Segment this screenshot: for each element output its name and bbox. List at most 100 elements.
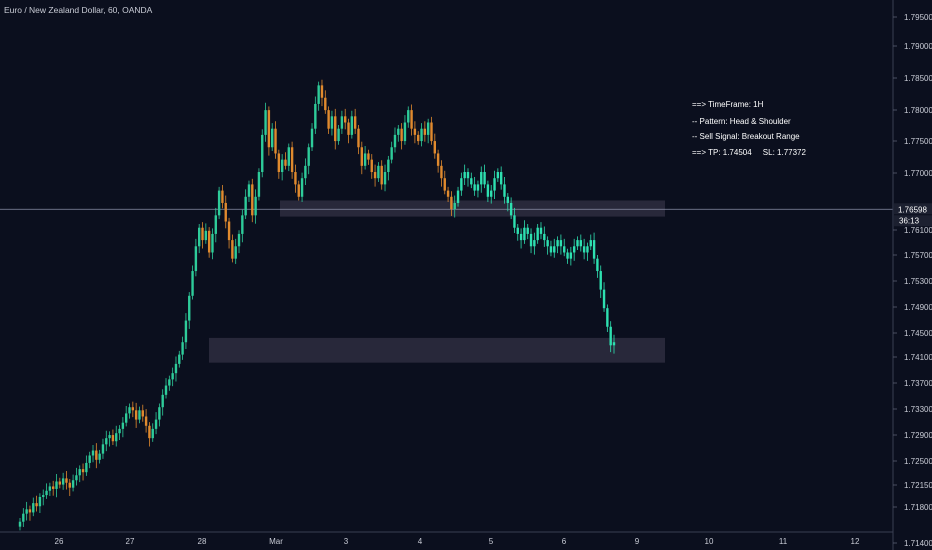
candle bbox=[264, 102, 267, 142]
price-tick-label: 1.78000 bbox=[904, 106, 932, 115]
candle bbox=[420, 123, 423, 147]
candle bbox=[144, 409, 148, 433]
current-price-label: 1.76598 bbox=[898, 205, 927, 214]
candle bbox=[154, 412, 158, 435]
candle bbox=[211, 228, 214, 260]
candle bbox=[559, 234, 563, 255]
candle bbox=[410, 104, 413, 136]
current-price-badge: 1.76598 36:13 bbox=[894, 203, 932, 227]
candle bbox=[533, 232, 536, 255]
candle bbox=[330, 110, 334, 136]
candle bbox=[486, 180, 490, 203]
price-tick-label: 1.77000 bbox=[904, 169, 932, 178]
candle bbox=[579, 234, 583, 252]
price-tick-label: 1.71400 bbox=[904, 539, 932, 548]
candle bbox=[18, 518, 22, 531]
candle bbox=[161, 389, 164, 416]
candle bbox=[556, 236, 559, 254]
candle bbox=[224, 195, 227, 229]
candle bbox=[539, 222, 543, 240]
candle bbox=[493, 170, 496, 199]
candle bbox=[48, 482, 52, 497]
candle bbox=[257, 168, 261, 201]
support-zone bbox=[209, 337, 665, 363]
candle bbox=[124, 405, 128, 427]
candle bbox=[327, 106, 330, 134]
candle bbox=[403, 115, 407, 145]
candle bbox=[184, 313, 188, 350]
candle bbox=[134, 402, 138, 428]
candle bbox=[360, 141, 363, 175]
annotation-line-pattern: -- Pattern: Head & Shoulder bbox=[692, 117, 791, 126]
price-tick-label: 1.75300 bbox=[904, 277, 932, 286]
time-tick-label: Mar bbox=[269, 537, 283, 546]
candle bbox=[105, 430, 108, 452]
candle bbox=[221, 185, 224, 209]
price-tick-label: 1.74100 bbox=[904, 353, 932, 362]
candle bbox=[582, 238, 586, 260]
price-axis[interactable]: 1.79500 1.79000 1.78500 1.78000 1.77500 1.770… bbox=[893, 13, 932, 548]
candle bbox=[324, 90, 327, 114]
candle bbox=[25, 501, 28, 521]
price-tick-label: 1.72500 bbox=[904, 457, 932, 466]
candle bbox=[609, 321, 612, 353]
candle bbox=[227, 217, 231, 249]
time-tick-label: 3 bbox=[344, 537, 349, 546]
candle bbox=[526, 224, 529, 240]
candle bbox=[310, 123, 314, 151]
candle bbox=[121, 417, 125, 438]
countdown-label: 36:13 bbox=[899, 216, 920, 225]
candle bbox=[300, 172, 304, 203]
candle bbox=[131, 401, 135, 418]
candle bbox=[55, 474, 58, 498]
candle bbox=[436, 149, 440, 173]
candle bbox=[596, 254, 599, 278]
candle bbox=[171, 367, 174, 387]
candle bbox=[503, 176, 506, 204]
candle bbox=[572, 238, 576, 261]
candle bbox=[340, 110, 344, 134]
price-tick-label: 1.79500 bbox=[904, 13, 932, 22]
candle bbox=[201, 222, 204, 249]
candle bbox=[344, 108, 347, 130]
candle bbox=[108, 431, 111, 447]
candle bbox=[28, 505, 32, 521]
candle bbox=[141, 404, 144, 422]
candle bbox=[81, 463, 85, 481]
candle bbox=[334, 108, 337, 150]
candle bbox=[148, 422, 151, 447]
candle bbox=[204, 223, 208, 244]
time-tick-label: 26 bbox=[55, 537, 64, 546]
candle bbox=[549, 240, 553, 257]
price-tick-label: 1.76100 bbox=[904, 226, 932, 235]
price-tick-label: 1.73700 bbox=[904, 379, 932, 388]
candle bbox=[463, 164, 466, 186]
candle bbox=[347, 118, 350, 144]
price-tick-label: 1.71800 bbox=[904, 503, 932, 512]
candle bbox=[65, 470, 68, 490]
time-axis[interactable]: 26 27 28 Mar 3 4 5 6 9 10 11 12 bbox=[55, 537, 860, 546]
candle bbox=[400, 123, 403, 150]
candle bbox=[350, 110, 354, 139]
candle bbox=[602, 282, 606, 312]
candle bbox=[214, 207, 217, 243]
candle bbox=[101, 438, 105, 459]
candle bbox=[35, 495, 38, 512]
candle bbox=[407, 106, 410, 128]
candle bbox=[304, 158, 307, 186]
price-tick-label: 1.73300 bbox=[904, 405, 932, 414]
candle bbox=[377, 162, 380, 182]
candle bbox=[519, 228, 523, 249]
candle bbox=[261, 129, 264, 178]
candle bbox=[181, 336, 184, 360]
annotation-line-timeframe: ==> TimeFrame: 1H bbox=[692, 100, 764, 109]
time-tick-label: 28 bbox=[198, 537, 207, 546]
candle bbox=[413, 121, 417, 144]
candle bbox=[274, 121, 277, 159]
price-tick-label: 1.77500 bbox=[904, 137, 932, 146]
candle bbox=[417, 131, 420, 145]
candle bbox=[430, 116, 433, 145]
candle bbox=[612, 334, 616, 354]
candle bbox=[606, 304, 609, 333]
